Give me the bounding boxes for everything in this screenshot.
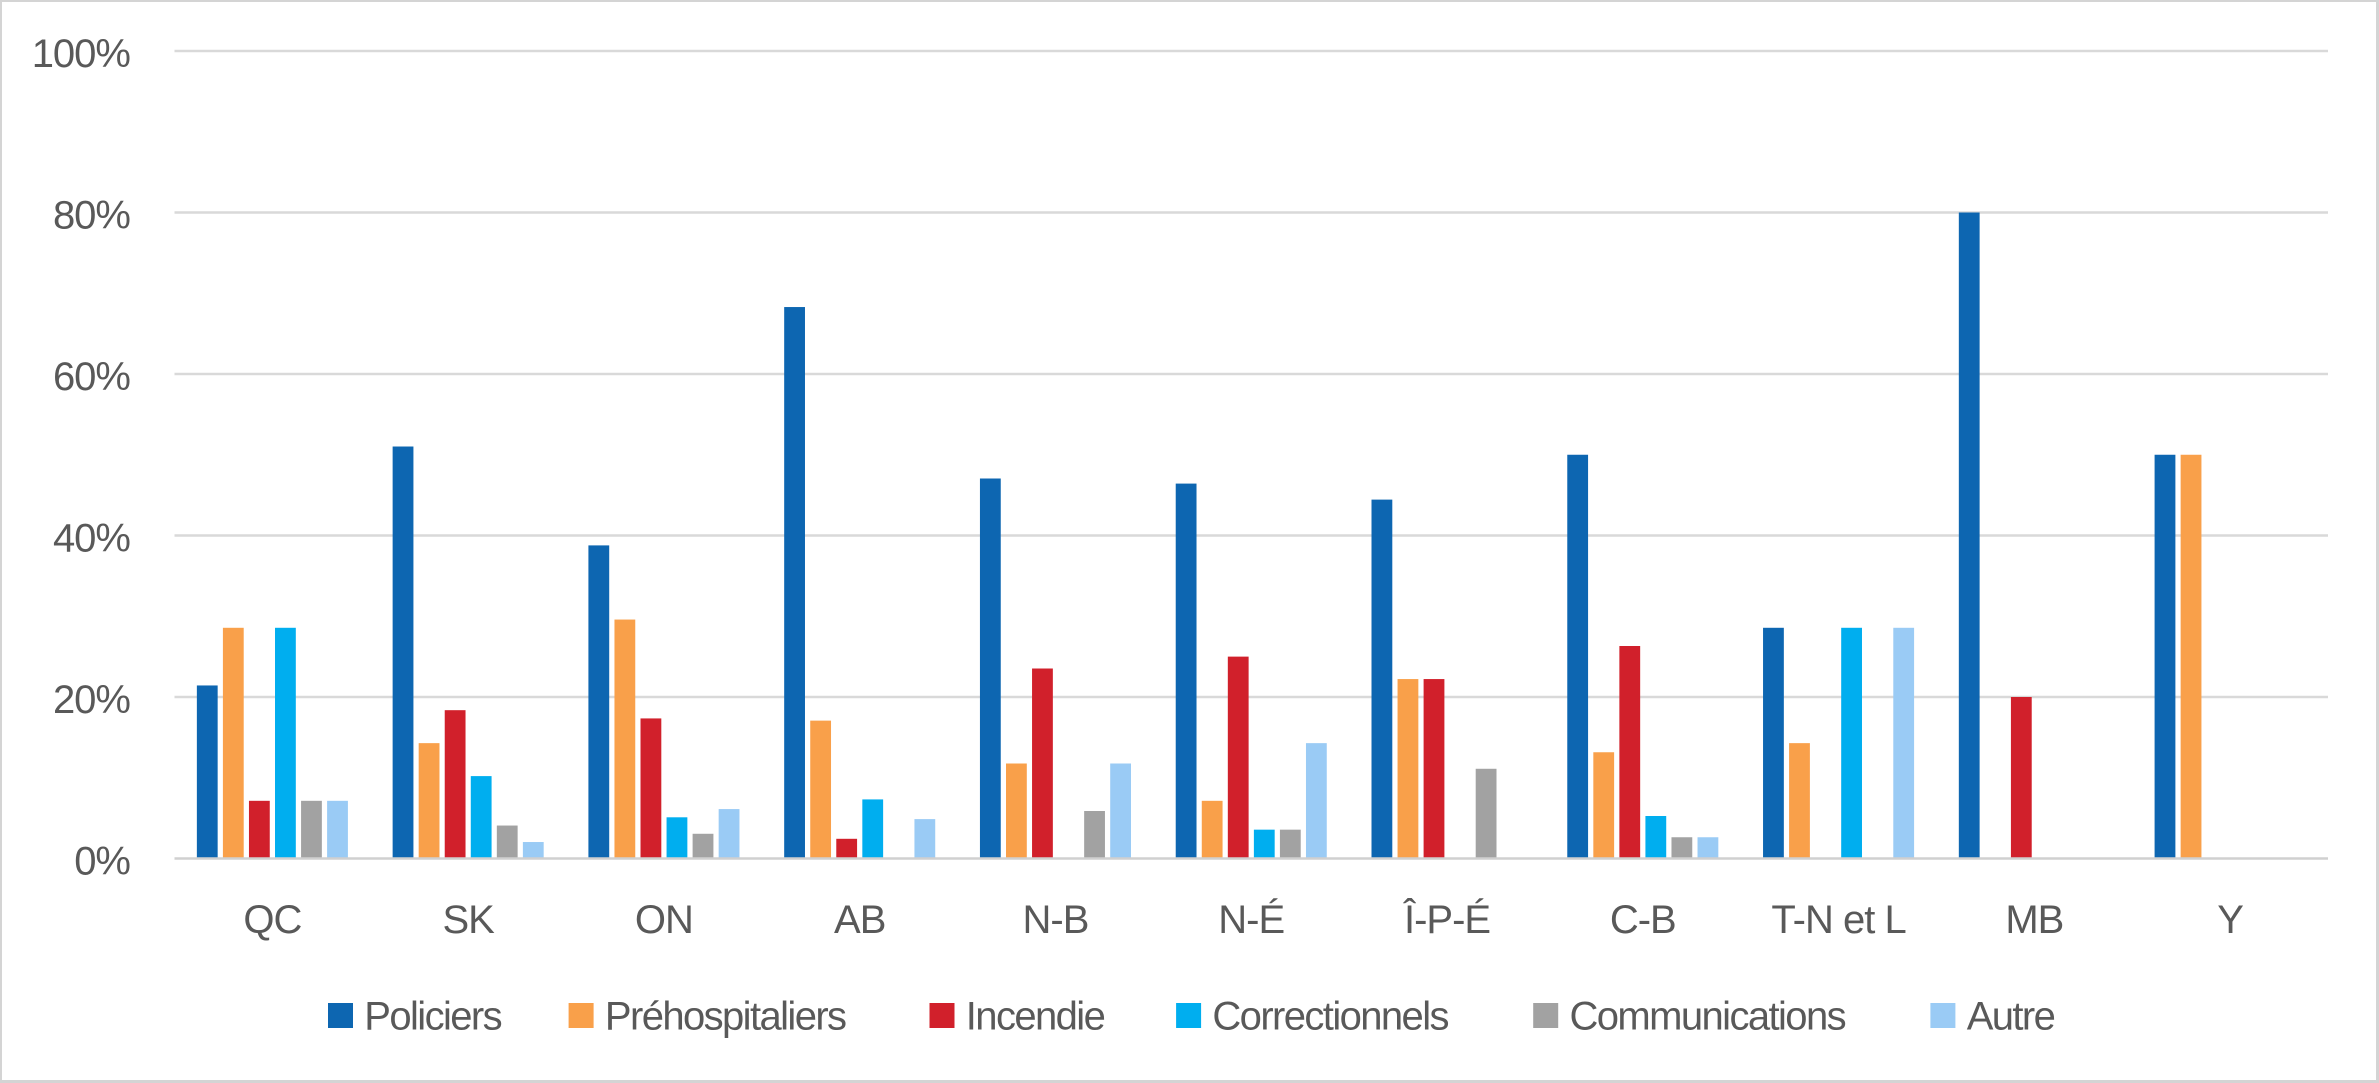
svg-text:T-N et L: T-N et L: [1771, 898, 1905, 942]
svg-text:0%: 0%: [74, 840, 130, 884]
svg-text:100%: 100%: [32, 32, 131, 76]
svg-text:QC: QC: [243, 898, 301, 942]
svg-text:60%: 60%: [53, 355, 130, 399]
svg-text:SK: SK: [442, 898, 495, 942]
svg-text:ON: ON: [635, 898, 693, 942]
svg-text:Autre: Autre: [1967, 995, 2055, 1039]
svg-text:Préhospitaliers: Préhospitaliers: [605, 995, 846, 1039]
svg-text:40%: 40%: [53, 517, 130, 561]
svg-text:Incendie: Incendie: [966, 995, 1105, 1039]
svg-text:N-É: N-É: [1218, 897, 1284, 942]
svg-text:AB: AB: [834, 898, 885, 942]
svg-text:Communications: Communications: [1570, 995, 1846, 1039]
svg-text:MB: MB: [2005, 898, 2063, 942]
svg-text:Î-P-É: Î-P-É: [1403, 897, 1490, 942]
svg-text:C-B: C-B: [1610, 898, 1676, 942]
svg-text:20%: 20%: [53, 678, 130, 722]
svg-text:Y: Y: [2217, 898, 2243, 942]
svg-text:N-B: N-B: [1023, 898, 1089, 942]
svg-text:80%: 80%: [53, 194, 130, 238]
svg-text:Correctionnels: Correctionnels: [1212, 995, 1448, 1039]
svg-text:Policiers: Policiers: [364, 995, 501, 1039]
